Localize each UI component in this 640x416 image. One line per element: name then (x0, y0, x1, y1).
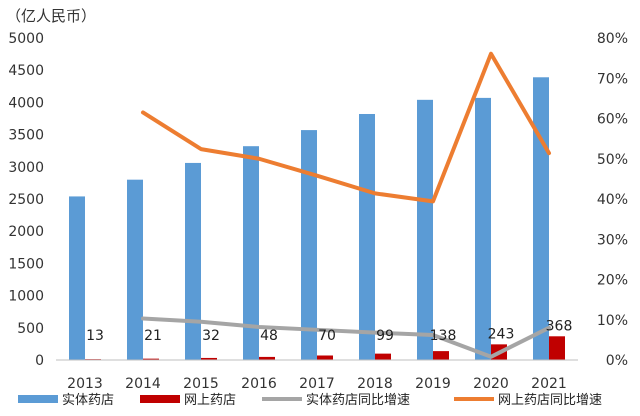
legend-label: 网上药店同比增速 (498, 393, 602, 408)
data-label: 70 (318, 328, 336, 344)
y2-tick-label: 70% (597, 71, 628, 87)
x-tick-label: 2016 (241, 376, 277, 392)
legend-label: 实体药店同比增速 (306, 393, 410, 408)
x-tick-label: 2019 (415, 376, 451, 392)
y-tick-label: 1000 (8, 289, 44, 305)
bar-physical-pharmacy (127, 179, 143, 360)
data-label: 32 (202, 328, 220, 344)
y-tick-label: 4500 (8, 63, 44, 79)
legend-label: 网上药店 (184, 393, 236, 408)
bars-group (69, 77, 565, 360)
y-tick-label: 1500 (8, 256, 44, 272)
x-tick-label: 2013 (67, 376, 103, 392)
y-tick-label: 2000 (8, 224, 44, 240)
bar-physical-pharmacy (185, 162, 201, 360)
bar-physical-pharmacy (69, 196, 85, 360)
y-tick-label: 3000 (8, 160, 44, 176)
data-label: 48 (260, 328, 278, 344)
y2-tick-label: 60% (597, 112, 628, 128)
y2-axis: 0% 10% 20% 30% 40% 50% 60% 70% 80% (597, 31, 628, 369)
unit-label: （亿人民币） (6, 7, 96, 25)
x-tick-label: 2020 (473, 376, 509, 392)
y-tick-label: 3500 (8, 128, 44, 144)
y2-tick-label: 30% (597, 232, 628, 248)
y2-tick-label: 10% (597, 313, 628, 329)
bar-physical-pharmacy (301, 130, 317, 360)
bar-online-pharmacy (259, 356, 275, 360)
x-tick-label: 2015 (183, 376, 219, 392)
y-tick-label: 4000 (8, 95, 44, 111)
y2-tick-label: 50% (597, 152, 628, 168)
y2-tick-label: 40% (597, 192, 628, 208)
y2-tick-label: 80% (597, 31, 628, 47)
legend-swatch (18, 395, 58, 403)
bar-physical-pharmacy (417, 99, 433, 360)
x-tick-label: 2021 (531, 376, 567, 392)
legend: 实体药店 网上药店 实体药店同比增速 网上药店同比增速 (18, 393, 602, 408)
y2-tick-label: 20% (597, 273, 628, 289)
bar-physical-pharmacy (475, 97, 491, 360)
y-tick-label: 0 (35, 353, 44, 369)
legend-swatch (140, 395, 180, 403)
bar-online-pharmacy (549, 336, 565, 360)
x-tick-label: 2017 (299, 376, 335, 392)
data-label: 138 (430, 328, 457, 344)
y-tick-label: 5000 (8, 31, 44, 47)
bar-online-pharmacy (433, 351, 449, 360)
line-online-growth (141, 51, 551, 204)
y-tick-label: 2500 (8, 192, 44, 208)
legend-label: 实体药店 (62, 393, 114, 408)
data-label: 368 (546, 318, 573, 334)
lines-group (141, 51, 551, 359)
y-axis: 0 500 1000 1500 2000 2500 3000 3500 4000 4500 5000 (8, 31, 44, 369)
bar-online-pharmacy (375, 353, 391, 360)
data-label: 243 (488, 326, 515, 342)
bar-physical-pharmacy (243, 146, 259, 360)
y-tick-label: 500 (17, 321, 44, 337)
line-physical-growth (141, 316, 551, 359)
data-label: 99 (376, 328, 394, 344)
bar-physical-pharmacy (359, 113, 375, 360)
data-label: 13 (86, 328, 104, 344)
data-label: 21 (144, 328, 162, 344)
x-axis: 2013 2014 2015 2016 2017 2018 2019 2020 2021 (67, 376, 567, 392)
bar-online-pharmacy (201, 357, 217, 360)
bar-online-pharmacy (143, 358, 159, 360)
data-labels-group: 13 21 32 48 70 99 138 243 368 (86, 318, 572, 344)
x-tick-label: 2018 (357, 376, 393, 392)
bar-online-pharmacy (317, 355, 333, 360)
x-tick-label: 2014 (125, 376, 161, 392)
y2-tick-label: 0% (606, 353, 628, 369)
